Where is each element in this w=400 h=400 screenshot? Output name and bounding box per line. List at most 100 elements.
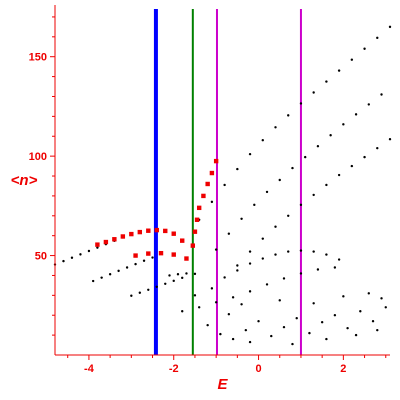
series-10-point-5 — [137, 229, 143, 235]
series-6-point-9 — [350, 164, 354, 168]
series-10-point-22 — [209, 170, 215, 176]
series-9-point-7 — [295, 317, 298, 320]
series-9-point-5 — [270, 334, 273, 338]
series-0-point-1 — [62, 259, 65, 263]
series-2-point-0 — [130, 294, 133, 297]
y-axis-title: <n> — [11, 172, 38, 189]
series-5-point-4 — [265, 190, 269, 194]
series-0-point-4 — [87, 249, 91, 253]
series-6-point-4 — [287, 214, 290, 217]
series-9-point-15 — [193, 294, 197, 297]
series-9-point-28 — [376, 328, 379, 332]
series-9-point-20 — [312, 302, 315, 305]
series-9-point-1 — [219, 332, 222, 336]
series-6-point-11 — [376, 146, 379, 150]
series-4-point-4 — [248, 152, 252, 156]
series-7-point-7 — [312, 250, 315, 253]
series-10-point-3 — [120, 234, 126, 239]
series-9-point-9 — [320, 320, 324, 324]
series-10-point-20 — [201, 193, 206, 199]
series-5-point-1 — [227, 232, 231, 235]
series-5-point-12 — [367, 103, 370, 106]
series-10-point-14 — [171, 252, 176, 257]
series-4-point-5 — [261, 139, 264, 142]
series-4-point-10 — [325, 80, 328, 83]
series-9-point-26 — [325, 337, 328, 341]
series-2-point-1 — [138, 291, 142, 294]
series-9-point-17 — [227, 313, 231, 316]
x-ticks: -4 -2 0 2 — [67, 355, 387, 375]
series-8-point-9 — [333, 266, 337, 269]
series-2-point-2 — [147, 288, 150, 291]
series-6-point-0 — [236, 264, 239, 267]
series-8-point-4 — [248, 290, 252, 293]
series-9-point-27 — [354, 333, 358, 337]
series-4-point-15 — [388, 25, 392, 29]
series-9-point-6 — [282, 325, 286, 329]
series-9-point-25 — [291, 342, 294, 346]
series-9-point-0 — [206, 323, 209, 327]
series-5-point-9 — [329, 134, 332, 137]
series-5-point-13 — [380, 93, 383, 96]
series-8-point-2 — [214, 301, 218, 304]
series-9-point-16 — [210, 287, 214, 290]
x-tick-label: -2 — [169, 363, 179, 375]
series-4-point-2 — [223, 183, 226, 187]
series-4-point-11 — [337, 69, 341, 72]
series-2-point-3 — [155, 285, 158, 288]
series-1-point-7 — [151, 256, 154, 259]
series-4-point-7 — [287, 114, 290, 117]
series-10-point-16 — [190, 243, 196, 248]
series-4-point-14 — [376, 36, 379, 40]
series-10-point-18 — [194, 217, 200, 222]
series-7-point-0 — [223, 276, 226, 279]
x-tick-label: -4 — [84, 363, 95, 375]
y-tick-label: 50 — [35, 251, 47, 263]
series-7-point-6 — [299, 249, 303, 252]
series-5-point-5 — [278, 178, 281, 182]
series-10-point-8 — [163, 228, 168, 234]
series-0-point-5 — [96, 246, 99, 249]
series-6-point-2 — [261, 237, 264, 240]
series-9-point-8 — [308, 331, 311, 335]
x-tick-label: 2 — [340, 363, 346, 375]
series-1-point-3 — [117, 269, 120, 273]
plot-layer — [53, 9, 392, 355]
series-9-point-10 — [333, 314, 337, 317]
series-5-point-2 — [240, 217, 243, 220]
series-7-point-8 — [325, 253, 328, 256]
series-3-point-0 — [168, 274, 171, 277]
series-10-point-12 — [146, 251, 151, 256]
series-1-point-5 — [134, 262, 137, 266]
series-5-point-6 — [291, 166, 294, 170]
series-9-point-21 — [342, 295, 345, 298]
series-9-point-22 — [367, 292, 370, 295]
y-tick-label: 150 — [29, 52, 47, 64]
series-7-point-2 — [248, 262, 252, 265]
series-0-point-2 — [70, 256, 74, 259]
series-10-point-19 — [196, 205, 202, 211]
series-9-point-12 — [359, 310, 362, 313]
x-tick-label: 0 — [255, 363, 261, 375]
series-6-point-7 — [325, 183, 328, 187]
y-ticks: 50 100 150 — [29, 16, 55, 336]
y-tick-label: 100 — [29, 151, 47, 163]
series-8-point-6 — [282, 277, 286, 280]
series-4-point-3 — [236, 167, 239, 171]
series-10-point-21 — [205, 181, 210, 187]
series-9-point-19 — [278, 299, 281, 302]
x-axis-title: E — [217, 376, 228, 393]
series-3-point-3 — [193, 272, 197, 276]
series-5-point-11 — [354, 113, 358, 116]
series-6-point-10 — [363, 155, 366, 159]
series-9-point-2 — [231, 337, 235, 341]
series-3-point-2 — [185, 272, 188, 275]
series-5-point-3 — [253, 203, 256, 207]
series-1-point-0 — [91, 279, 95, 283]
series-1-point-2 — [108, 273, 112, 276]
series-9-point-4 — [257, 319, 260, 323]
series-10-point-9 — [171, 231, 176, 236]
series-6-point-1 — [248, 250, 252, 253]
series-10-point-10 — [180, 238, 185, 243]
